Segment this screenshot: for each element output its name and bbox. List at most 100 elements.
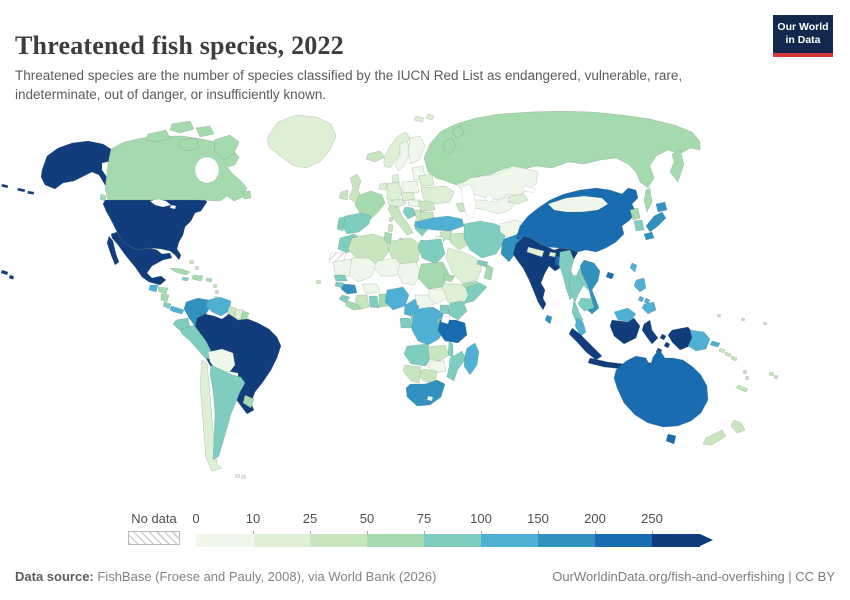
country-nkorea[interactable]: North Korea xyxy=(629,207,641,221)
country-croatia[interactable]: Croatia xyxy=(402,206,417,220)
country-madagascar[interactable]: Madagascar xyxy=(463,342,480,376)
country-guinea[interactable]: Guinea xyxy=(340,283,358,295)
country-oman[interactable]: Oman xyxy=(483,263,494,281)
country-chile[interactable]: Chile xyxy=(199,359,223,472)
country-kazakhstan[interactable]: Kazakhstan xyxy=(457,165,539,201)
country-drc[interactable]: Democratic Republic of Congo xyxy=(411,306,446,346)
country-guatemala[interactable]: Guatemala xyxy=(148,284,159,293)
country-ivorycoast[interactable]: Cote d'Ivoire xyxy=(354,294,370,310)
country-solomons[interactable]: Solomon Islands xyxy=(730,355,738,362)
country-niger[interactable]: Niger xyxy=(373,257,403,277)
country-newzealand[interactable]: New Zealand xyxy=(702,429,727,446)
country-falklands[interactable]: Falkland Islands xyxy=(234,473,241,479)
country-cambodia[interactable]: Cambodia xyxy=(577,297,595,312)
country-russia[interactable]: Russia xyxy=(643,187,653,213)
country-italy[interactable]: Italy xyxy=(387,204,414,236)
country-swissaustria[interactable]: Austria xyxy=(387,198,408,208)
country-uaeqatar[interactable]: United Arab Emirates xyxy=(476,259,489,268)
country-portugal[interactable]: Portugal xyxy=(336,216,346,232)
country-finland[interactable]: Finland xyxy=(407,135,426,165)
country-hungary[interactable]: Hungary xyxy=(407,199,421,208)
legend-bin-100-150[interactable] xyxy=(481,534,538,547)
country-indonesia[interactable]: Indonesia xyxy=(663,341,671,349)
country-canada[interactable]: Canada xyxy=(177,137,200,152)
country-namibia[interactable]: Namibia xyxy=(402,364,422,384)
country-svalbard[interactable]: Svalbard xyxy=(425,113,435,121)
legend-bin-25-50[interactable] xyxy=(310,534,367,547)
country-mongolia[interactable]: Mongolia xyxy=(547,195,609,213)
country-indonesia[interactable]: Indonesia xyxy=(641,319,659,345)
country-malawi[interactable]: Malawi xyxy=(447,341,454,358)
country-italy[interactable]: Italy xyxy=(388,216,394,223)
country-lesotho[interactable]: Lesotho xyxy=(426,395,434,402)
country-canada[interactable]: Canada xyxy=(169,120,195,134)
country-iceland[interactable]: Iceland xyxy=(365,150,386,163)
country-falklands[interactable]: Falkland Islands xyxy=(240,474,247,480)
country-somalia[interactable]: Somalia xyxy=(462,282,488,305)
country-newzealand[interactable]: New Zealand xyxy=(730,419,746,434)
legend-bin-75-100[interactable] xyxy=(424,534,481,547)
country-svalbard[interactable]: Svalbard xyxy=(413,115,425,123)
country-australia[interactable]: Australia xyxy=(665,433,677,445)
country-canada[interactable]: Canada xyxy=(145,129,171,143)
country-philippines[interactable]: Philippines xyxy=(641,301,657,315)
country-spain[interactable]: Spain xyxy=(340,212,372,235)
country-micronesia[interactable]: Micronesia xyxy=(716,313,722,318)
country-ireland[interactable]: Ireland xyxy=(338,189,349,201)
country-usa[interactable]: United States xyxy=(17,187,26,193)
country-bhutan[interactable]: Bhutan xyxy=(548,251,557,258)
country-mexico[interactable]: Mexico xyxy=(110,231,173,286)
country-russia[interactable]: Russia xyxy=(443,137,457,155)
country-malaysia[interactable]: Malaysia xyxy=(574,317,587,337)
country-ghana[interactable]: Ghana xyxy=(368,295,380,309)
country-indonesia[interactable]: Indonesia xyxy=(667,326,695,351)
country-canada[interactable]: Canada xyxy=(195,125,215,138)
country-burkina[interactable]: Burkina Faso xyxy=(361,283,381,295)
legend-bin-50-75[interactable] xyxy=(367,534,424,547)
country-nicaragua[interactable]: Nicaragua xyxy=(160,293,170,303)
country-png[interactable]: Papua New Guinea xyxy=(687,329,711,352)
country-japan[interactable]: Japan xyxy=(645,211,667,233)
country-denmark[interactable]: Denmark xyxy=(391,173,400,184)
legend-bin-200-250[interactable] xyxy=(595,534,652,547)
country-japan[interactable]: Japan xyxy=(643,231,655,241)
country-fiji[interactable]: Fiji xyxy=(773,374,779,380)
country-russia[interactable]: Russia xyxy=(451,125,465,139)
country-usa[interactable]: United States xyxy=(8,274,15,280)
country-kyrgyztajik[interactable]: Kyrgyzstan xyxy=(507,193,529,205)
country-malaysia[interactable]: Malaysia xyxy=(613,307,637,323)
country-germany[interactable]: Germany xyxy=(386,181,403,202)
country-taiwan[interactable]: Taiwan xyxy=(629,262,638,273)
country-skorea[interactable]: South Korea xyxy=(633,219,645,232)
country-solomons[interactable]: Solomon Islands xyxy=(718,347,726,354)
country-mexico[interactable]: Mexico xyxy=(106,235,120,266)
country-indonesia[interactable]: Indonesia xyxy=(659,333,667,341)
country-usa[interactable]: United States xyxy=(0,269,9,276)
country-fiji[interactable]: Fiji xyxy=(768,371,775,377)
country-gabon[interactable]: Gabon xyxy=(399,317,413,329)
country-iran[interactable]: Iran xyxy=(463,220,507,259)
country-argentina[interactable]: Argentina xyxy=(209,364,246,461)
country-angola[interactable]: Angola xyxy=(403,343,433,367)
country-nepal[interactable]: Nepal xyxy=(526,246,545,258)
country-canada[interactable]: Canada xyxy=(104,135,248,202)
country-sierraleone[interactable]: Sierra Leone xyxy=(338,294,351,304)
country-cuba[interactable]: Cuba xyxy=(169,267,191,276)
country-zimbabwe[interactable]: Zimbabwe xyxy=(427,360,447,374)
country-canada[interactable]: Canada xyxy=(242,190,252,200)
country-uganda[interactable]: Uganda xyxy=(439,304,450,315)
country-japan[interactable]: Japan xyxy=(655,201,668,213)
owid-link[interactable]: OurWorldinData.org/fish-and-overfishing … xyxy=(552,569,835,584)
country-philippines[interactable]: Philippines xyxy=(633,277,647,293)
country-usa[interactable]: United States xyxy=(27,190,35,195)
legend-no-data-swatch[interactable] xyxy=(128,531,180,545)
legend-bin-250+[interactable] xyxy=(652,534,700,547)
country-venezuela[interactable]: Venezuela xyxy=(205,296,232,317)
country-zambia[interactable]: Zambia xyxy=(427,344,450,362)
country-ukraine[interactable]: Ukraine xyxy=(420,185,455,205)
country-indonesia[interactable]: Indonesia xyxy=(568,327,603,361)
country-usa[interactable]: United States xyxy=(1,183,9,189)
country-vanuatu[interactable]: Vanuatu xyxy=(742,369,748,375)
legend-no-data[interactable]: No data xyxy=(128,511,180,545)
country-egypt[interactable]: Egypt xyxy=(417,238,446,265)
